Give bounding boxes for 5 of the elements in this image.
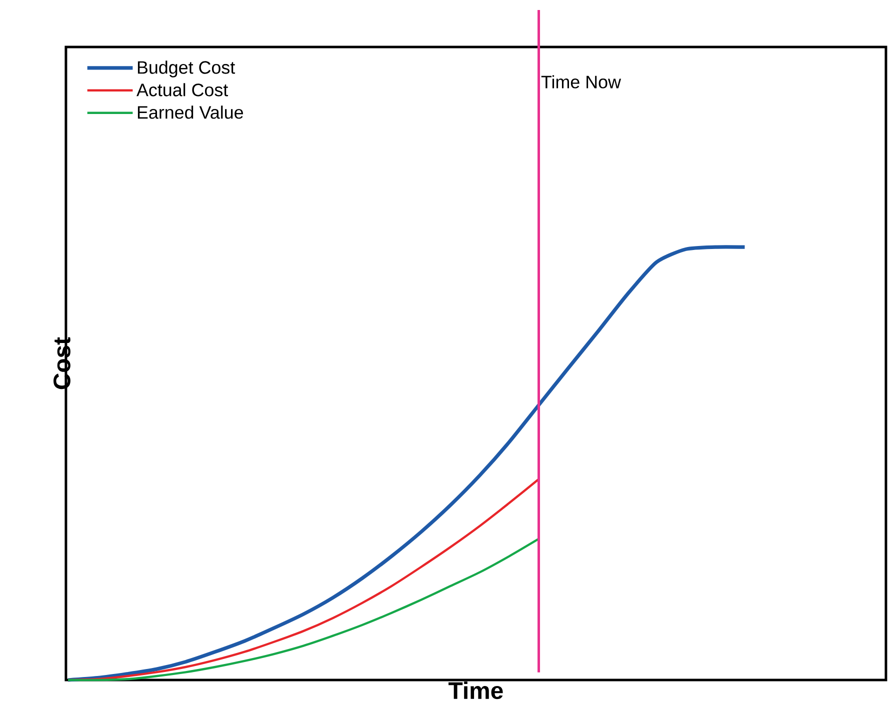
legend-label: Actual Cost	[136, 83, 228, 96]
legend-label: Earned Value	[138, 106, 244, 119]
x-axis-title: Time	[448, 682, 503, 700]
legend-label: Budget Cost	[138, 60, 236, 78]
text: Time Now	[541, 75, 622, 88]
